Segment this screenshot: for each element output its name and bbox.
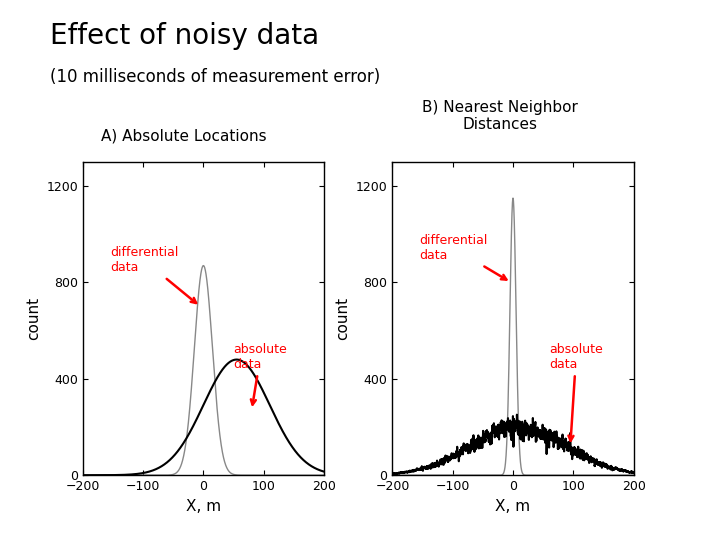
X-axis label: X, m: X, m	[186, 498, 221, 514]
Text: differential
data: differential data	[110, 246, 196, 303]
Text: differential
data: differential data	[420, 234, 506, 280]
Text: B) Nearest Neighbor
Distances: B) Nearest Neighbor Distances	[423, 100, 578, 132]
X-axis label: X, m: X, m	[495, 498, 531, 514]
Text: Effect of noisy data: Effect of noisy data	[50, 22, 320, 50]
Text: A) Absolute Locations: A) Absolute Locations	[101, 128, 266, 143]
Text: absolute
data: absolute data	[549, 343, 603, 441]
Text: (10 milliseconds of measurement error): (10 milliseconds of measurement error)	[50, 68, 381, 85]
Text: absolute
data: absolute data	[233, 343, 287, 404]
Y-axis label: count: count	[26, 297, 40, 340]
Y-axis label: count: count	[336, 297, 350, 340]
